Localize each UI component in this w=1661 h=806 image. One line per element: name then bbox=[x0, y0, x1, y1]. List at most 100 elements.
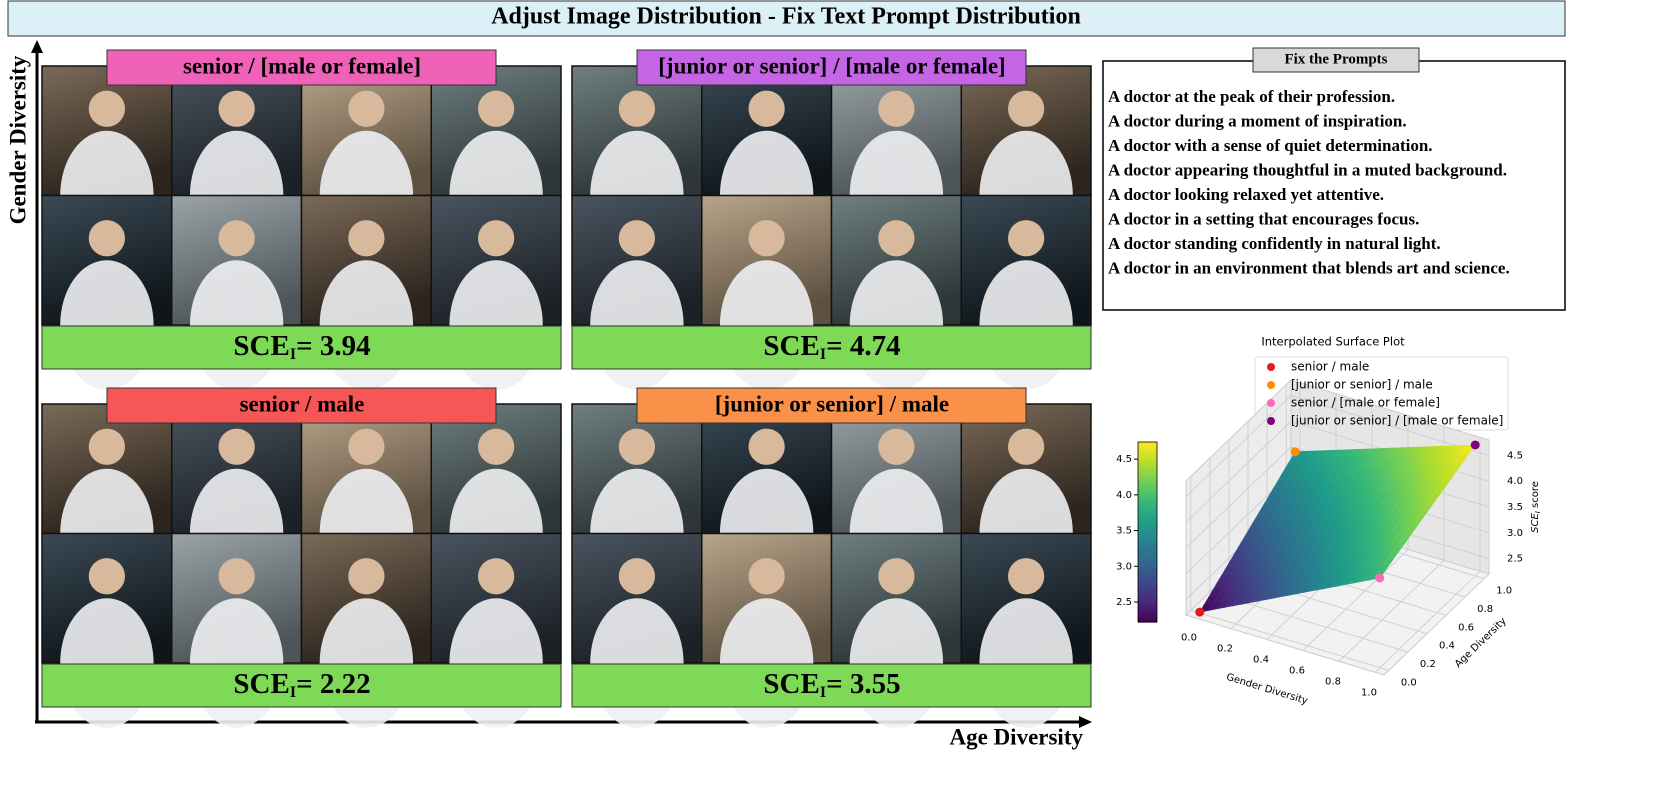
photo-figure-coat bbox=[590, 598, 684, 728]
z-grid-line bbox=[1185, 394, 1490, 497]
prompt-line: A doctor at the peak of their profession… bbox=[1108, 87, 1395, 106]
photo-figure-coat bbox=[979, 598, 1073, 728]
legend-marker bbox=[1267, 417, 1275, 425]
legend-marker bbox=[1267, 399, 1275, 407]
photo-figure-head bbox=[218, 220, 255, 257]
data-point bbox=[1470, 440, 1480, 450]
colorbar-tick-label: 4.0 bbox=[1116, 490, 1132, 501]
colorbar-segment bbox=[1138, 454, 1157, 458]
z-title-sub: I bbox=[1534, 511, 1542, 513]
prompt-line: A doctor standing confidently in natural… bbox=[1108, 234, 1441, 253]
photo-figure-head bbox=[878, 220, 915, 257]
photo-figure-coat bbox=[979, 260, 1073, 390]
y-tick-label: 0.0 bbox=[1401, 677, 1417, 688]
photo-figure-coat bbox=[849, 260, 944, 390]
colorbar-segment bbox=[1138, 541, 1157, 545]
score-subscript: I bbox=[820, 346, 826, 363]
colorbar-segment bbox=[1138, 523, 1157, 527]
score-text: SCEI= 3.94 bbox=[233, 330, 370, 363]
colorbar-tick-label: 3.5 bbox=[1116, 526, 1132, 537]
colorbar-segment bbox=[1138, 601, 1157, 605]
colorbar-segment bbox=[1138, 508, 1157, 512]
photo-figure-coat bbox=[449, 598, 543, 728]
panel-label-box bbox=[636, 49, 1027, 86]
photo-figure-head bbox=[618, 220, 656, 257]
title-bar bbox=[7, 0, 1566, 37]
score-value: = 2.22 bbox=[296, 668, 371, 700]
x-grid-line bbox=[1374, 437, 1481, 673]
legend-marker bbox=[1267, 363, 1275, 371]
photo-figure-head bbox=[748, 90, 785, 127]
colorbar-segment bbox=[1138, 574, 1157, 578]
data-point bbox=[1375, 573, 1385, 583]
colorbar-segment bbox=[1138, 544, 1157, 548]
colorbar-segment bbox=[1138, 448, 1157, 452]
colorbar-segment bbox=[1138, 595, 1157, 599]
y-tick-label: 0.6 bbox=[1458, 622, 1474, 633]
colorbar-segment bbox=[1138, 457, 1157, 461]
score-bar bbox=[571, 663, 1092, 708]
score-subscript: I bbox=[290, 684, 296, 701]
x-tick-label: 0.0 bbox=[1181, 633, 1197, 644]
colorbar-segment bbox=[1138, 469, 1157, 473]
colorbar-segment bbox=[1138, 475, 1157, 479]
colorbar-segment bbox=[1138, 619, 1157, 623]
score-value: = 4.74 bbox=[826, 330, 901, 362]
panel-label-box bbox=[636, 387, 1027, 424]
colorbar-segment bbox=[1138, 565, 1157, 569]
prompt-line: A doctor during a moment of inspiration. bbox=[1108, 111, 1407, 130]
x-axis-arrow bbox=[1079, 716, 1092, 728]
z-tick-label: 4.0 bbox=[1507, 476, 1523, 487]
x-tick-label: 0.8 bbox=[1325, 676, 1341, 687]
panel-label: [junior or senior] / male bbox=[715, 391, 949, 416]
photo-figure-head bbox=[348, 90, 385, 127]
legend-label: [junior or senior] / [male or female] bbox=[1291, 414, 1503, 428]
colorbar-segment bbox=[1138, 445, 1157, 449]
colorbar-segment bbox=[1138, 607, 1157, 611]
panel-label: [junior or senior] / [male or female] bbox=[658, 53, 1005, 78]
z-tick-label: 3.0 bbox=[1507, 528, 1523, 539]
colorbar-segment bbox=[1138, 514, 1157, 518]
colorbar-segment bbox=[1138, 562, 1157, 566]
score-subscript: I bbox=[290, 346, 296, 363]
y-tick-label: 0.4 bbox=[1439, 641, 1455, 652]
colorbar-segment bbox=[1138, 481, 1157, 485]
score-bar bbox=[571, 325, 1092, 370]
photo-figure-head bbox=[218, 428, 255, 465]
score-text: SCEI= 4.74 bbox=[763, 330, 900, 363]
colorbar-segment bbox=[1138, 460, 1157, 464]
photo-figure-head bbox=[348, 428, 385, 465]
data-point bbox=[1195, 607, 1205, 617]
photo-figure-head bbox=[618, 90, 656, 127]
photo-figure-head bbox=[618, 558, 656, 595]
colorbar-segment bbox=[1138, 613, 1157, 617]
photo-figure-coat bbox=[319, 260, 414, 390]
y-tick-label: 0.8 bbox=[1477, 604, 1493, 615]
colorbar-segment bbox=[1138, 598, 1157, 602]
prompt-title-box bbox=[1252, 47, 1420, 73]
colorbar-segment bbox=[1138, 442, 1157, 446]
prompt-title: Fix the Prompts bbox=[1284, 51, 1387, 67]
colorbar-segment bbox=[1138, 550, 1157, 554]
legend-label: [junior or senior] / male bbox=[1291, 378, 1433, 392]
colorbar-segment bbox=[1138, 559, 1157, 563]
photo-figure-head bbox=[218, 90, 255, 127]
colorbar-segment bbox=[1138, 478, 1157, 482]
figure-title: Adjust Image Distribution - Fix Text Pro… bbox=[491, 4, 1081, 30]
panel-label: senior / [male or female] bbox=[183, 53, 421, 78]
colorbar-segment bbox=[1138, 484, 1157, 488]
photo-figure-coat bbox=[189, 260, 284, 390]
photo-figure-head bbox=[748, 428, 785, 465]
z-title-text: score bbox=[1530, 481, 1541, 511]
colorbar-segment bbox=[1138, 463, 1157, 467]
prompt-line: A doctor in an environment that blends a… bbox=[1108, 258, 1510, 277]
y-axis-arrow bbox=[31, 40, 43, 53]
panel-label-box bbox=[106, 49, 497, 86]
colorbar-segment bbox=[1138, 553, 1157, 557]
score-name: SCE bbox=[233, 330, 289, 362]
colorbar-segment bbox=[1138, 493, 1157, 497]
panel-label: senior / male bbox=[240, 391, 365, 416]
colorbar-segment bbox=[1138, 586, 1157, 590]
